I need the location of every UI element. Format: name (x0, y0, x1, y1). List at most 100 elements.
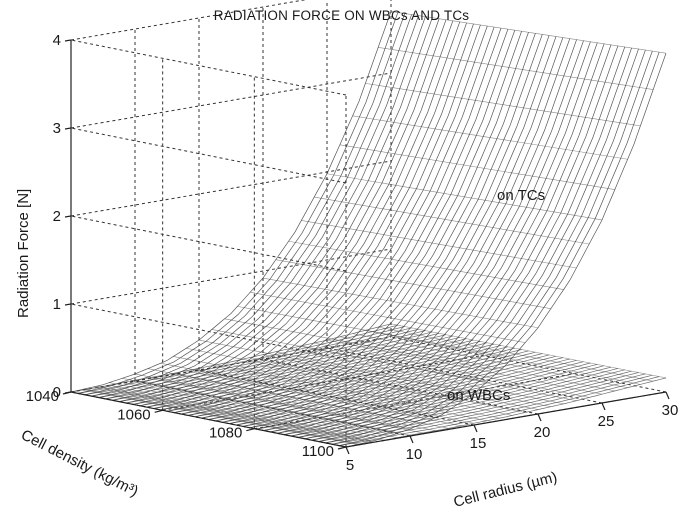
mesh-line (109, 382, 385, 438)
y-tick-mark (154, 409, 163, 413)
mesh-line (134, 373, 411, 430)
y-tick-label: 1060 (117, 406, 150, 423)
mesh-line (174, 26, 495, 413)
mesh-line (326, 339, 603, 395)
mesh-line (215, 33, 536, 422)
mesh-line (201, 349, 522, 419)
mesh-line (250, 291, 526, 343)
mesh-line (84, 326, 405, 396)
x-tick-mark (345, 446, 350, 455)
grid-line (262, 358, 539, 415)
mesh-line (91, 327, 412, 397)
mesh-line (352, 115, 628, 160)
y-tick-label: 1080 (209, 425, 242, 442)
mesh-line (224, 318, 500, 371)
grid-line (70, 127, 347, 184)
grid-line (390, 336, 667, 393)
mesh-line (326, 173, 603, 221)
mesh-line (284, 43, 605, 435)
x-axis-line (345, 391, 667, 448)
mesh-line (365, 330, 641, 385)
mesh-line (198, 339, 475, 394)
mesh-line (390, 11, 667, 54)
mesh-line (311, 370, 632, 441)
mesh-line (290, 366, 612, 437)
mesh-line (304, 46, 626, 440)
y-axis-label: Cell density (kg/m³) (18, 426, 141, 500)
grid-line (198, 369, 475, 426)
mesh-line (174, 343, 495, 413)
mesh-line (237, 306, 513, 358)
series-label-tcs: on TCs (497, 187, 545, 204)
mesh-line (314, 342, 590, 398)
z-tick-label: 1 (53, 296, 61, 313)
x-tick-mark (409, 435, 414, 444)
mesh-line (186, 347, 462, 403)
mesh-line (242, 357, 563, 427)
grid-line (70, 0, 307, 41)
mesh-line (91, 14, 412, 397)
mesh-line (332, 374, 653, 445)
mesh-line (187, 29, 509, 416)
mesh-line (345, 53, 667, 448)
mesh-line (249, 358, 570, 429)
mesh-line (125, 334, 447, 404)
grid-line (70, 39, 347, 96)
z-tick-mark (64, 39, 72, 42)
x-tick-mark (601, 402, 606, 411)
mesh-line (70, 323, 392, 393)
y-tick-mark (246, 428, 255, 432)
mesh-line (125, 19, 447, 404)
mesh-line (256, 359, 577, 430)
series-label-wbcs: on WBCs (447, 387, 510, 404)
x-axis-label: Cell radius (µm) (452, 469, 559, 511)
grid-line (326, 347, 603, 404)
z-tick-label: 3 (53, 120, 61, 137)
mesh-line (263, 361, 584, 431)
chart-title: RADIATION FORCE ON WBCs AND TCs (213, 8, 470, 23)
mesh-line (277, 364, 598, 434)
mesh-line (119, 18, 440, 402)
grid-line (70, 303, 347, 360)
z-tick-mark (64, 127, 72, 130)
mesh-line (139, 21, 461, 407)
x-tick-label: 20 (534, 424, 551, 441)
mesh-line (167, 25, 488, 412)
z-tick-label: 0 (53, 384, 61, 401)
mesh-line (325, 49, 646, 444)
x-tick-mark (665, 391, 670, 400)
y-tick-label: 1100 (302, 443, 334, 460)
mesh-line (160, 24, 481, 411)
z-tick-mark (64, 215, 72, 218)
mesh-line (290, 44, 612, 437)
mesh-line (325, 373, 646, 444)
mesh-line (304, 369, 625, 440)
mesh-line (96, 387, 372, 443)
x-tick-label: 15 (470, 435, 487, 452)
mesh-line (262, 354, 539, 410)
mesh-line (96, 385, 372, 442)
mesh-line (301, 220, 577, 269)
mesh-line (98, 15, 419, 398)
mesh-line (277, 42, 598, 434)
mesh-line (365, 83, 641, 127)
mesh-line (105, 16, 426, 400)
y-axis-line (70, 391, 347, 448)
mesh-line (352, 333, 628, 388)
x-tick-label: 30 (662, 402, 679, 419)
mesh-line (180, 345, 502, 415)
mesh-line (235, 36, 557, 426)
y-tick-mark (337, 446, 347, 450)
mesh-line (297, 45, 619, 438)
mesh-line (339, 376, 660, 446)
mesh-line (105, 330, 426, 400)
mesh-line (153, 23, 474, 409)
grid-line (70, 160, 392, 217)
mesh-line (345, 377, 667, 448)
mesh-line (98, 328, 419, 398)
mesh-line (235, 355, 557, 426)
mesh-line (119, 332, 440, 402)
mesh-line (122, 377, 398, 434)
z-tick-mark (64, 303, 72, 306)
mesh-line (270, 362, 591, 433)
